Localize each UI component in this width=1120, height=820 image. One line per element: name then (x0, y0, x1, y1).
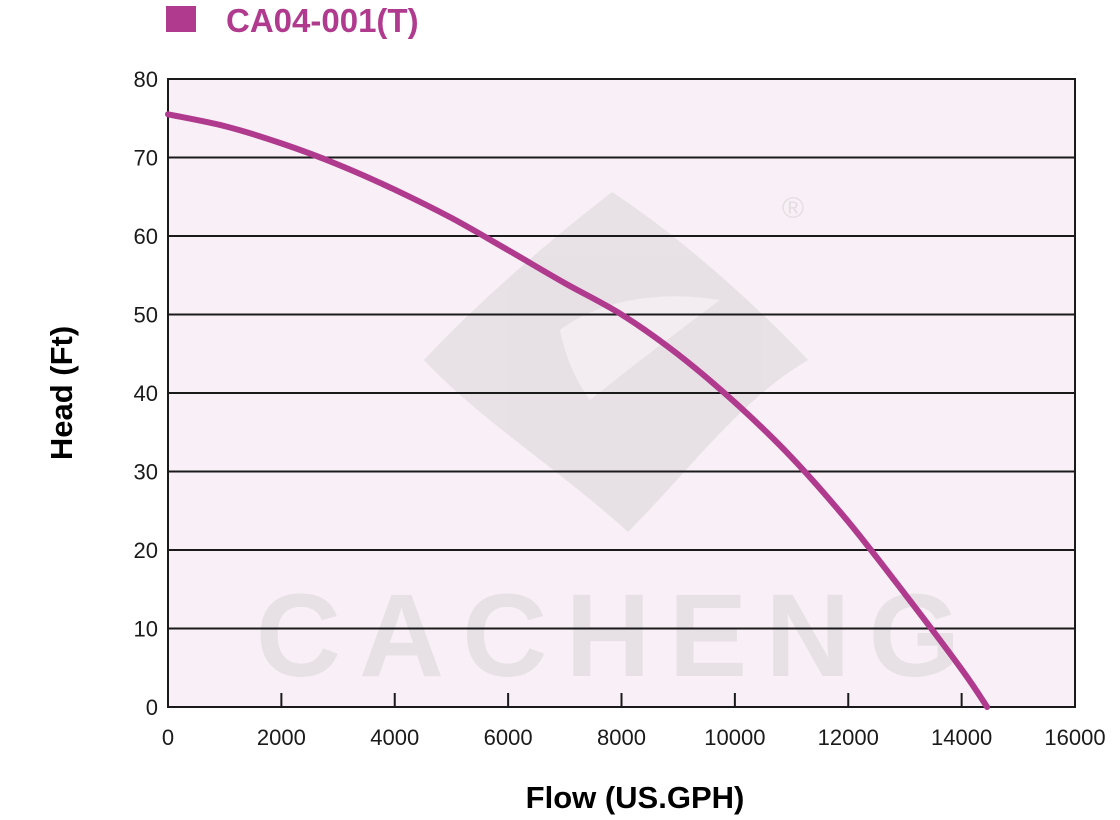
y-tick-label-10: 10 (134, 617, 158, 642)
x-tick-label-16000: 16000 (1044, 725, 1105, 750)
x-tick-label-4000: 4000 (370, 725, 419, 750)
axes (167, 78, 1076, 708)
x-tick-label-14000: 14000 (931, 725, 992, 750)
y-tick-label-0: 0 (146, 695, 158, 720)
x-tick-label-6000: 6000 (484, 725, 533, 750)
y-tick-label-60: 60 (134, 224, 158, 249)
y-tick-label-80: 80 (134, 67, 158, 92)
series-line-0 (165, 111, 991, 710)
legend-swatch (166, 6, 196, 32)
series (165, 111, 991, 710)
y-tick-label-40: 40 (134, 381, 158, 406)
y-tick-label-50: 50 (134, 303, 158, 328)
plot-frame (167, 78, 1076, 708)
y-tick-label-30: 30 (134, 460, 158, 485)
x-tick-label-8000: 8000 (597, 725, 646, 750)
watermark-wordmark: CACHENG (256, 570, 979, 702)
watermark-registered-icon: ® (782, 192, 804, 225)
y-tick-label-70: 70 (134, 146, 158, 171)
tick-labels: 0 10 20 30 40 50 60 70 80 0 2000 4000 6000 8000 10000 1… (134, 67, 1106, 750)
legend: CA04-001(T) (166, 2, 419, 39)
x-tick-label-12000: 12000 (818, 725, 879, 750)
x-tick-label-2000: 2000 (257, 725, 306, 750)
watermark: ® CACHENG (256, 192, 979, 702)
y-tick-label-20: 20 (134, 538, 158, 563)
watermark-logo-swirl (560, 296, 720, 400)
x-tick-label-10000: 10000 (704, 725, 765, 750)
x-axis-title: Flow (US.GPH) (526, 780, 745, 815)
y-axis-title: Head (Ft) (44, 326, 79, 460)
legend-label: CA04-001(T) (226, 2, 419, 39)
x-tick-label-0: 0 (162, 725, 174, 750)
